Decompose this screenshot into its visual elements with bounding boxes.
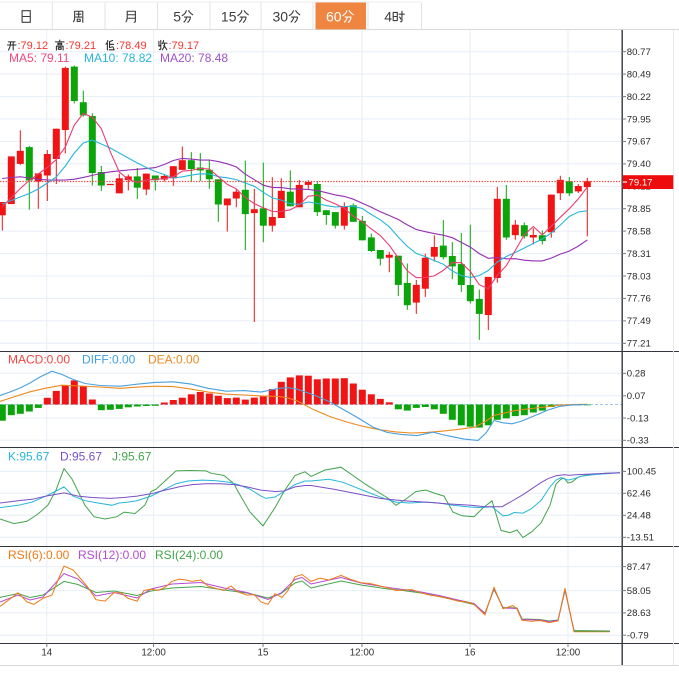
svg-text:RSI(12):0.00: RSI(12):0.00 bbox=[78, 548, 146, 562]
svg-text:77.49: 77.49 bbox=[627, 316, 651, 327]
svg-text:78.58: 78.58 bbox=[627, 226, 651, 237]
svg-text:-0.79: -0.79 bbox=[627, 631, 649, 642]
svg-text:-0.33: -0.33 bbox=[627, 436, 649, 447]
svg-text:28.63: 28.63 bbox=[627, 608, 651, 619]
svg-text:12:00: 12:00 bbox=[350, 648, 375, 659]
svg-text::79.17: :79.17 bbox=[169, 40, 200, 52]
svg-text:0.28: 0.28 bbox=[627, 369, 646, 380]
svg-text:80.77: 80.77 bbox=[627, 47, 651, 58]
svg-text:78.03: 78.03 bbox=[627, 271, 651, 282]
svg-text:DIFF:0.00: DIFF:0.00 bbox=[82, 353, 136, 367]
svg-text:30: 30 bbox=[273, 9, 289, 25]
svg-text:12:00: 12:00 bbox=[556, 648, 581, 659]
svg-text:78.31: 78.31 bbox=[627, 249, 651, 260]
svg-text:77.21: 77.21 bbox=[627, 339, 651, 350]
svg-text:16: 16 bbox=[465, 648, 476, 659]
svg-text:DEA:0.00: DEA:0.00 bbox=[148, 353, 200, 367]
svg-text:80.49: 80.49 bbox=[627, 69, 651, 80]
svg-text:RSI(24):0.00: RSI(24):0.00 bbox=[155, 548, 223, 562]
svg-text:100.45: 100.45 bbox=[627, 467, 656, 478]
svg-text:62.46: 62.46 bbox=[627, 489, 651, 500]
svg-text:MA20: 78.48: MA20: 78.48 bbox=[160, 51, 228, 65]
svg-text:58.05: 58.05 bbox=[627, 586, 651, 597]
svg-text:77.76: 77.76 bbox=[627, 294, 651, 305]
svg-text:80.22: 80.22 bbox=[627, 92, 651, 103]
svg-text:15: 15 bbox=[258, 648, 269, 659]
svg-text:K:95.67: K:95.67 bbox=[8, 450, 50, 464]
svg-text:79.67: 79.67 bbox=[627, 137, 651, 148]
svg-text:MACD:0.00: MACD:0.00 bbox=[8, 353, 70, 367]
svg-text:60: 60 bbox=[326, 9, 342, 25]
svg-text:15: 15 bbox=[221, 9, 237, 25]
svg-text:-0.13: -0.13 bbox=[627, 413, 649, 424]
svg-text:12:00: 12:00 bbox=[141, 648, 166, 659]
svg-text:4: 4 bbox=[384, 9, 392, 25]
svg-text:79.17: 79.17 bbox=[629, 178, 653, 189]
svg-text:87.47: 87.47 bbox=[627, 562, 651, 573]
svg-text:RSI(6):0.00: RSI(6):0.00 bbox=[8, 548, 70, 562]
svg-text:5: 5 bbox=[173, 9, 181, 25]
svg-text:24.48: 24.48 bbox=[627, 511, 651, 522]
svg-text:79.40: 79.40 bbox=[627, 159, 651, 170]
svg-text:MA5: 79.11: MA5: 79.11 bbox=[9, 51, 70, 65]
svg-text:D:95.67: D:95.67 bbox=[60, 450, 102, 464]
svg-text::79.12: :79.12 bbox=[18, 40, 49, 52]
svg-text:-13.51: -13.51 bbox=[627, 533, 654, 544]
svg-text:0.07: 0.07 bbox=[627, 391, 646, 402]
svg-text:14: 14 bbox=[41, 648, 52, 659]
svg-text::78.49: :78.49 bbox=[116, 40, 147, 52]
svg-text::79.21: :79.21 bbox=[66, 40, 97, 52]
svg-text:78.85: 78.85 bbox=[627, 204, 651, 215]
svg-text:J:95.67: J:95.67 bbox=[112, 450, 152, 464]
svg-text:MA10: 78.82: MA10: 78.82 bbox=[84, 51, 152, 65]
svg-text:79.95: 79.95 bbox=[627, 114, 651, 125]
